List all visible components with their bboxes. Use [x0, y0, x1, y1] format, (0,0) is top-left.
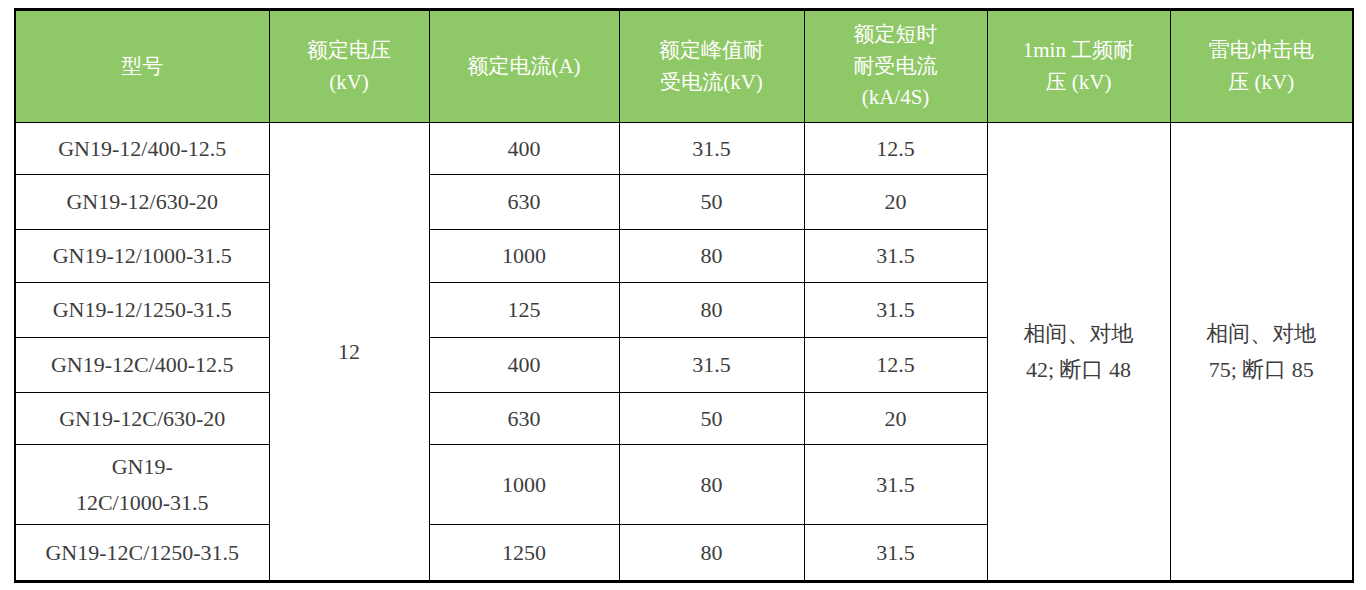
model-cell: GN19-12/1000-31.5 — [15, 230, 269, 283]
spec-table-body: GN19-12/400-12.51240031.512.5相间、对地 42; 断… — [15, 123, 1353, 582]
model-cell: GN19-12C/630-20 — [15, 393, 269, 445]
col-header-rated-voltage: 额定电压 (kV) — [269, 10, 429, 123]
rated-current-cell: 1250 — [429, 525, 619, 582]
rated-current-cell: 630 — [429, 393, 619, 445]
rated-voltage-merged-cell: 12 — [269, 123, 429, 582]
model-cell: GN19-12C/1250-31.5 — [15, 525, 269, 582]
peak-withstand-current-cell: 80 — [619, 525, 804, 582]
model-cell: GN19-12C/400-12.5 — [15, 338, 269, 393]
peak-withstand-current-cell: 80 — [619, 283, 804, 338]
rated-current-cell: 400 — [429, 338, 619, 393]
peak-withstand-current-cell: 80 — [619, 445, 804, 525]
col-header-model: 型号 — [15, 10, 269, 123]
short-time-withstand-current-cell: 31.5 — [804, 230, 987, 283]
rated-current-cell: 1000 — [429, 230, 619, 283]
peak-withstand-current-cell: 31.5 — [619, 123, 804, 175]
page: 型号 额定电压 (kV) 额定电流(A) 额定峰值耐 受电流(kV) 额定短时 … — [0, 0, 1366, 590]
spec-table: 型号 额定电压 (kV) 额定电流(A) 额定峰值耐 受电流(kV) 额定短时 … — [14, 8, 1354, 583]
power-frequency-withstand-merged-cell: 相间、对地 42; 断口 48 — [987, 123, 1170, 582]
short-time-withstand-current-cell: 31.5 — [804, 525, 987, 582]
peak-withstand-current-cell: 50 — [619, 393, 804, 445]
model-cell: GN19-12/630-20 — [15, 175, 269, 230]
header-row: 型号 额定电压 (kV) 额定电流(A) 额定峰值耐 受电流(kV) 额定短时 … — [15, 10, 1353, 123]
model-cell: GN19-12/1250-31.5 — [15, 283, 269, 338]
model-cell: GN19- 12C/1000-31.5 — [15, 445, 269, 525]
short-time-withstand-current-cell: 20 — [804, 393, 987, 445]
short-time-withstand-current-cell: 31.5 — [804, 445, 987, 525]
rated-current-cell: 630 — [429, 175, 619, 230]
col-header-lightning-impulse-voltage: 雷电冲击电 压 (kV) — [1170, 10, 1353, 123]
short-time-withstand-current-cell: 12.5 — [804, 338, 987, 393]
table-row: GN19-12/400-12.51240031.512.5相间、对地 42; 断… — [15, 123, 1353, 175]
rated-current-cell: 400 — [429, 123, 619, 175]
col-header-peak-withstand-current: 额定峰值耐 受电流(kV) — [619, 10, 804, 123]
rated-current-cell: 1000 — [429, 445, 619, 525]
rated-current-cell: 125 — [429, 283, 619, 338]
peak-withstand-current-cell: 50 — [619, 175, 804, 230]
col-header-power-frequency-withstand-voltage: 1min 工频耐 压 (kV) — [987, 10, 1170, 123]
lightning-impulse-merged-cell: 相间、对地 75; 断口 85 — [1170, 123, 1353, 582]
short-time-withstand-current-cell: 20 — [804, 175, 987, 230]
peak-withstand-current-cell: 31.5 — [619, 338, 804, 393]
short-time-withstand-current-cell: 31.5 — [804, 283, 987, 338]
col-header-rated-current: 额定电流(A) — [429, 10, 619, 123]
model-cell: GN19-12/400-12.5 — [15, 123, 269, 175]
col-header-short-time-withstand-current: 额定短时 耐受电流 (kA/4S) — [804, 10, 987, 123]
short-time-withstand-current-cell: 12.5 — [804, 123, 987, 175]
peak-withstand-current-cell: 80 — [619, 230, 804, 283]
spec-table-header: 型号 额定电压 (kV) 额定电流(A) 额定峰值耐 受电流(kV) 额定短时 … — [15, 10, 1353, 123]
